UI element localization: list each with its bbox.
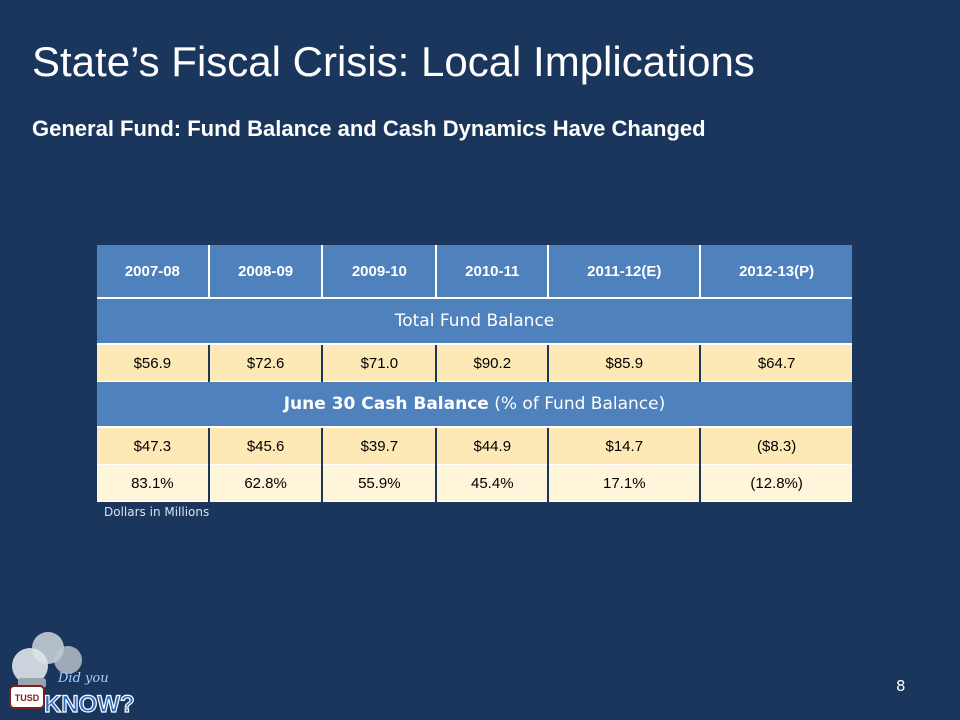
column-header: 2010-11 bbox=[435, 245, 549, 299]
did-you-know-logo: TUSD Did you KNOW? bbox=[9, 632, 134, 718]
table-row-fund-balance: $56.9 $72.6 $71.0 $90.2 $85.9 $64.7 bbox=[97, 344, 852, 382]
section-title-cash-bold: June 30 Cash Balance bbox=[283, 394, 489, 414]
table-cell: $39.7 bbox=[321, 427, 437, 465]
table-cell: 83.1% bbox=[97, 464, 209, 502]
table-cell: $85.9 bbox=[547, 344, 701, 382]
tusd-badge: TUSD bbox=[9, 685, 45, 709]
slide-title: State’s Fiscal Crisis: Local Implication… bbox=[32, 38, 755, 85]
table-cell: $72.6 bbox=[207, 344, 323, 382]
lightbulb-icon bbox=[12, 632, 82, 688]
table-cell: (12.8%) bbox=[699, 464, 852, 502]
column-header: 2011-12(E) bbox=[547, 245, 701, 299]
slide-subtitle: General Fund: Fund Balance and Cash Dyna… bbox=[32, 116, 706, 141]
table-cell: ($8.3) bbox=[699, 427, 852, 465]
table-header-row: 2007-08 2008-09 2009-10 2010-11 2011-12(… bbox=[97, 245, 852, 299]
table-cell: $44.9 bbox=[435, 427, 549, 465]
section-title-cash: June 30 Cash Balance (% of Fund Balance) bbox=[97, 381, 852, 428]
column-header: 2007-08 bbox=[97, 245, 209, 299]
units-note: Dollars in Millions bbox=[104, 505, 210, 519]
section-row-total-fund: Total Fund Balance bbox=[97, 298, 852, 345]
column-header: 2008-09 bbox=[207, 245, 323, 299]
column-header: 2009-10 bbox=[321, 245, 437, 299]
logo-script-text: Did you bbox=[57, 671, 109, 686]
table-cell: $71.0 bbox=[321, 344, 437, 382]
table-row-cash-percent: 83.1% 62.8% 55.9% 45.4% 17.1% (12.8%) bbox=[97, 464, 852, 502]
column-header: 2012-13(P) bbox=[699, 245, 852, 299]
section-row-cash: June 30 Cash Balance (% of Fund Balance) bbox=[97, 381, 852, 428]
table-row-cash-balance: $47.3 $45.6 $39.7 $44.9 $14.7 ($8.3) bbox=[97, 427, 852, 465]
section-title-cash-rest: (% of Fund Balance) bbox=[488, 394, 666, 414]
section-title-total-fund: Total Fund Balance bbox=[97, 298, 852, 345]
table-cell: $47.3 bbox=[97, 427, 209, 465]
table-cell: 55.9% bbox=[321, 464, 437, 502]
page-number: 8 bbox=[896, 677, 906, 695]
table-cell: $64.7 bbox=[699, 344, 852, 382]
table-cell: $14.7 bbox=[547, 427, 701, 465]
table-cell: $56.9 bbox=[97, 344, 209, 382]
fund-balance-table: 2007-08 2008-09 2009-10 2010-11 2011-12(… bbox=[97, 245, 852, 502]
table-cell: 17.1% bbox=[547, 464, 701, 502]
table-cell: 45.4% bbox=[435, 464, 549, 502]
logo-badge-text: TUSD bbox=[15, 693, 40, 703]
table-cell: $90.2 bbox=[435, 344, 549, 382]
table-cell: $45.6 bbox=[207, 427, 323, 465]
logo-big-text: KNOW? bbox=[44, 691, 134, 718]
table-cell: 62.8% bbox=[207, 464, 323, 502]
